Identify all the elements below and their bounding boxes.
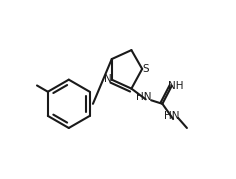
Text: HN: HN	[164, 111, 179, 121]
Text: NH: NH	[169, 81, 184, 91]
Text: S: S	[143, 64, 149, 74]
Text: HN: HN	[136, 92, 152, 102]
Text: N: N	[104, 74, 112, 84]
